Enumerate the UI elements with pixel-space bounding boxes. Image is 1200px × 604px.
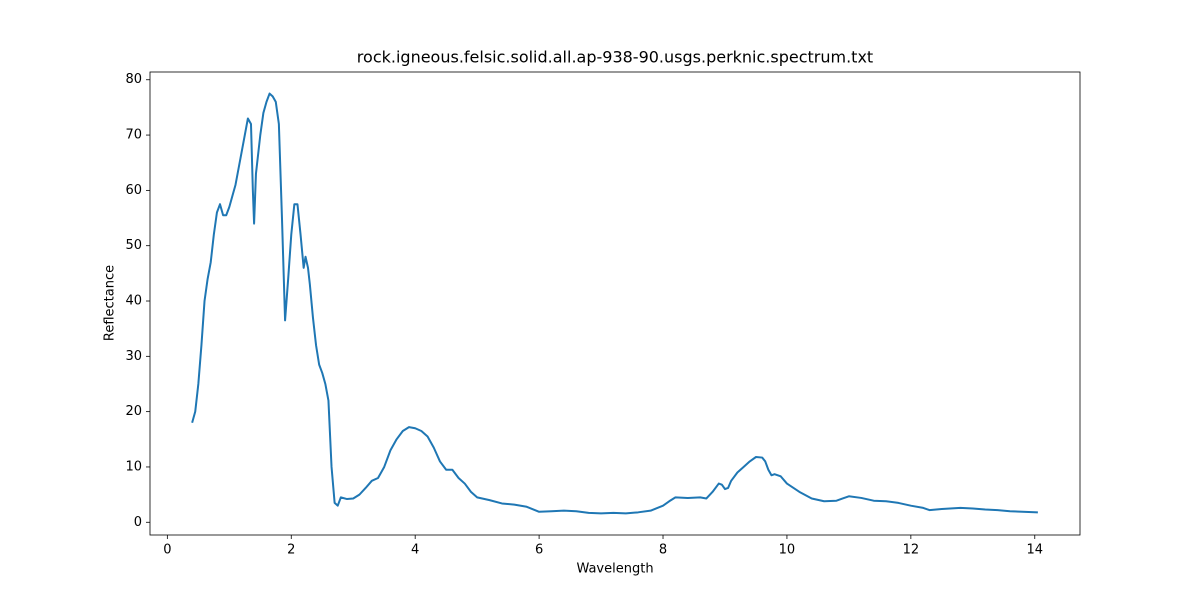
- y-tick-label: 50: [125, 238, 142, 253]
- x-tick-label: 10: [779, 543, 796, 558]
- y-tick-label: 10: [125, 459, 142, 474]
- x-tick-label: 6: [535, 543, 543, 558]
- plot-frame: [149, 71, 1081, 536]
- y-tick-label: 20: [125, 404, 142, 419]
- x-tick-label: 4: [411, 543, 419, 558]
- x-tick-label: 0: [163, 543, 171, 558]
- y-tick-label: 70: [125, 128, 142, 143]
- x-tick-label: 12: [903, 543, 920, 558]
- y-axis-label: Reflectance: [103, 265, 118, 341]
- y-tick-label: 60: [125, 183, 142, 198]
- x-tick-label: 14: [1026, 543, 1043, 558]
- chart-title: rock.igneous.felsic.solid.all.ap-938-90.…: [357, 48, 873, 67]
- y-tick-label: 0: [134, 515, 142, 530]
- x-axis-label: Wavelength: [576, 562, 653, 577]
- x-tick-label: 8: [659, 543, 667, 558]
- x-tick-label: 2: [287, 543, 295, 558]
- y-tick-label: 80: [125, 72, 142, 87]
- data-line: [191, 92, 1038, 515]
- y-tick-label: 40: [125, 294, 142, 309]
- y-tick-label: 30: [125, 349, 142, 364]
